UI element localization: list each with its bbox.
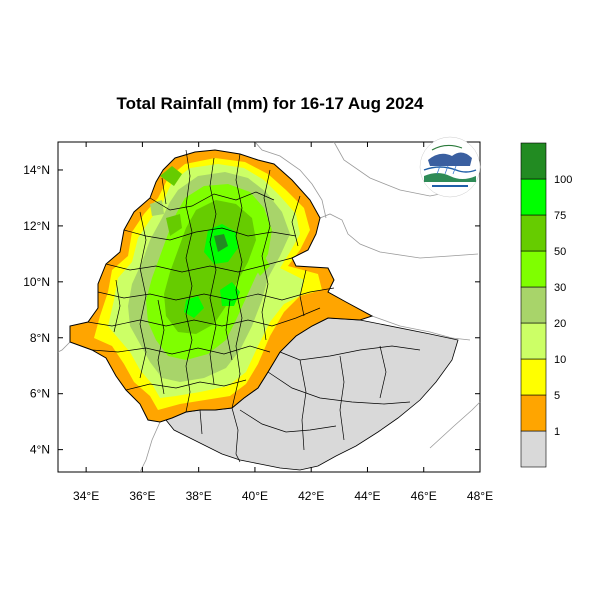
x-tick-label: 36°E: [129, 489, 155, 503]
colorbar-label: 20: [554, 318, 566, 330]
colorbar-label: 5: [554, 390, 560, 402]
x-tick-labels: 34°E 36°E 38°E 40°E 42°E 44°E 46°E 48°E: [73, 489, 493, 503]
colorbar-swatch: [520, 430, 547, 468]
y-tick-label: 12°N: [23, 219, 50, 233]
x-tick-label: 46°E: [411, 489, 437, 503]
dry-region-boundaries: [199, 345, 421, 463]
colorbar-label: 75: [554, 210, 566, 222]
y-tick-label: 4°N: [30, 443, 50, 457]
neighbor-borders: [57, 141, 481, 473]
colorbar-swatch: [520, 394, 547, 432]
colorbar-swatch: [520, 358, 547, 396]
colorbar-swatch: [520, 322, 547, 360]
colorbar: 1 5 10 20 30 50 75 100: [520, 142, 572, 468]
y-tick-label: 14°N: [23, 163, 50, 177]
x-tick-label: 48°E: [467, 489, 493, 503]
colorbar-label: 100: [554, 174, 572, 186]
x-tick-label: 44°E: [354, 489, 380, 503]
y-tick-label: 6°N: [30, 387, 50, 401]
map-title: Total Rainfall (mm) for 16-17 Aug 2024: [116, 94, 424, 113]
x-tick-label: 40°E: [242, 489, 268, 503]
y-tick-labels: 4°N 6°N 8°N 10°N 12°N 14°N: [23, 163, 50, 457]
colorbar-label: 50: [554, 246, 566, 258]
colorbar-swatch: [520, 214, 547, 252]
colorbar-label: 1: [554, 426, 560, 438]
colorbar-swatch: [520, 178, 547, 216]
tick-marks: [58, 142, 481, 472]
colorbar-label: 10: [554, 354, 566, 366]
colorbar-swatch: [520, 250, 547, 288]
y-tick-label: 10°N: [23, 275, 50, 289]
colorbar-swatch: [520, 142, 547, 180]
country-outline: [69, 149, 374, 423]
x-tick-label: 34°E: [73, 489, 99, 503]
x-tick-label: 38°E: [186, 489, 212, 503]
agency-logo: [419, 136, 481, 198]
x-tick-label: 42°E: [298, 489, 324, 503]
admin-boundaries: [87, 149, 335, 413]
y-tick-label: 8°N: [30, 331, 50, 345]
colorbar-label: 30: [554, 282, 566, 294]
colorbar-swatch: [520, 286, 547, 324]
